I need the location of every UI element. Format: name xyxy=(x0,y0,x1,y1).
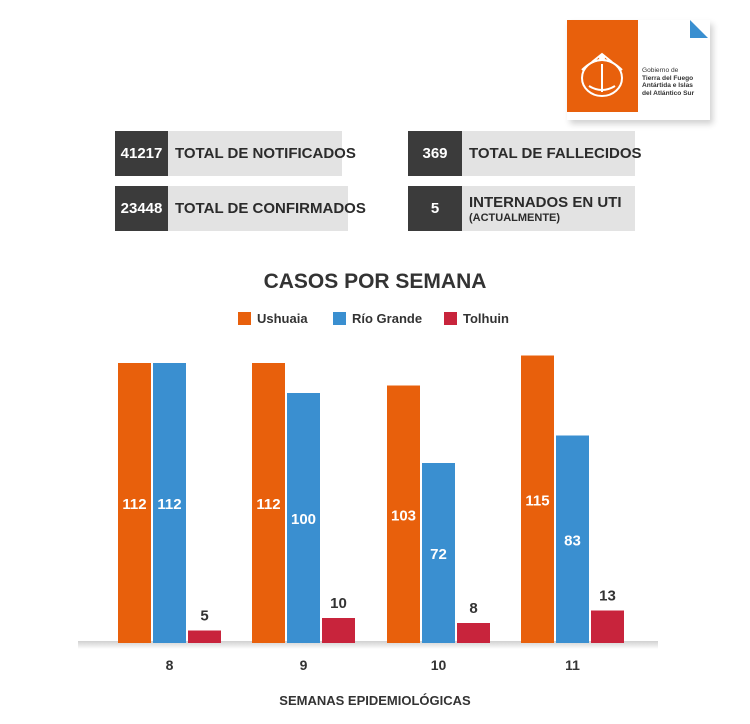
legend-item-tolhuin: Tolhuin xyxy=(444,311,509,326)
bar-río-grande-week-11 xyxy=(556,435,589,643)
legend-swatch xyxy=(333,312,346,325)
data-label: 5 xyxy=(200,608,208,625)
data-label: 112 xyxy=(256,496,280,513)
stat-notificados: 41217 TOTAL DE NOTIFICADOS xyxy=(115,131,356,176)
legend-swatch xyxy=(238,312,251,325)
logo-line: Antártida e Islas xyxy=(642,82,693,90)
bar-ushuaia-week-10 xyxy=(387,385,420,643)
bar-tolhuin-week-10 xyxy=(457,623,490,643)
logo-line: Tierra del Fuego xyxy=(642,74,694,82)
stat-label: TOTAL DE NOTIFICADOS xyxy=(175,145,356,162)
coat-of-arms-icon xyxy=(581,52,623,97)
x-tick-label: 11 xyxy=(565,657,580,673)
data-label: 112 xyxy=(122,496,146,513)
data-label: 10 xyxy=(330,595,347,612)
stat-label: TOTAL DE CONFIRMADOS xyxy=(175,200,366,217)
logo-text: Gobierno de Tierra del Fuego Antártida e… xyxy=(642,67,710,97)
stat-value: 23448 xyxy=(115,186,168,231)
chart-baseline xyxy=(78,641,658,649)
data-label: 100 xyxy=(291,511,316,528)
bar-tolhuin-week-9 xyxy=(322,618,355,643)
logo-line: Gobierno de xyxy=(642,67,679,74)
logo-card: Gobierno de Tierra del Fuego Antártida e… xyxy=(567,20,710,120)
bar-ushuaia-week-9 xyxy=(252,363,285,643)
legend-item-rio-grande: Río Grande xyxy=(333,311,422,326)
chart-legend: Ushuaia Río Grande Tolhuin xyxy=(0,311,750,331)
stat-internados: 5 INTERNADOS EN UTI (ACTUALMENTE) xyxy=(408,186,635,231)
logo-box xyxy=(567,20,638,112)
stat-label-box: TOTAL DE CONFIRMADOS xyxy=(168,186,366,231)
stat-label-box: TOTAL DE FALLECIDOS xyxy=(462,131,642,176)
stat-label-box: INTERNADOS EN UTI (ACTUALMENTE) xyxy=(462,186,635,231)
bar-tolhuin-week-8 xyxy=(188,630,221,643)
stat-sublabel: (ACTUALMENTE) xyxy=(469,211,561,224)
stat-label: INTERNADOS EN UTI xyxy=(469,193,622,211)
corner-triangle-icon xyxy=(690,20,708,38)
x-tick-label: 10 xyxy=(431,657,447,673)
data-label: 83 xyxy=(564,532,581,549)
data-label: 103 xyxy=(391,507,416,524)
data-label: 13 xyxy=(599,588,616,605)
data-label: 8 xyxy=(469,600,477,617)
bar-tolhuin-week-11 xyxy=(591,610,624,643)
legend-swatch xyxy=(444,312,457,325)
stat-value: 41217 xyxy=(115,131,168,176)
bar-río-grande-week-10 xyxy=(422,463,455,643)
data-label: 72 xyxy=(430,546,447,563)
x-tick-label: 8 xyxy=(166,657,174,673)
stat-value: 5 xyxy=(408,186,462,231)
x-axis-label: SEMANAS EPIDEMIOLÓGICAS xyxy=(279,693,471,708)
x-tick-label: 9 xyxy=(300,657,308,673)
legend-label: Río Grande xyxy=(352,311,423,326)
stat-confirmados: 23448 TOTAL DE CONFIRMADOS xyxy=(115,186,366,231)
legend-label: Ushuaia xyxy=(257,311,308,326)
stat-fallecidos: 369 TOTAL DE FALLECIDOS xyxy=(408,131,642,176)
stat-label: TOTAL DE FALLECIDOS xyxy=(469,145,642,162)
stat-label-box: TOTAL DE NOTIFICADOS xyxy=(168,131,356,176)
logo-line: del Atlántico Sur xyxy=(642,89,695,97)
bar-ushuaia-week-11 xyxy=(521,355,554,643)
data-label: 112 xyxy=(157,496,181,513)
legend-item-ushuaia: Ushuaia xyxy=(238,311,308,326)
bar-ushuaia-week-8 xyxy=(118,363,151,643)
stat-value: 369 xyxy=(408,131,462,176)
bar-río-grande-week-8 xyxy=(153,363,186,643)
bar-río-grande-week-9 xyxy=(287,393,320,643)
legend-label: Tolhuin xyxy=(463,311,509,326)
data-label: 115 xyxy=(525,492,549,509)
chart-title: CASOS POR SEMANA xyxy=(263,270,487,293)
